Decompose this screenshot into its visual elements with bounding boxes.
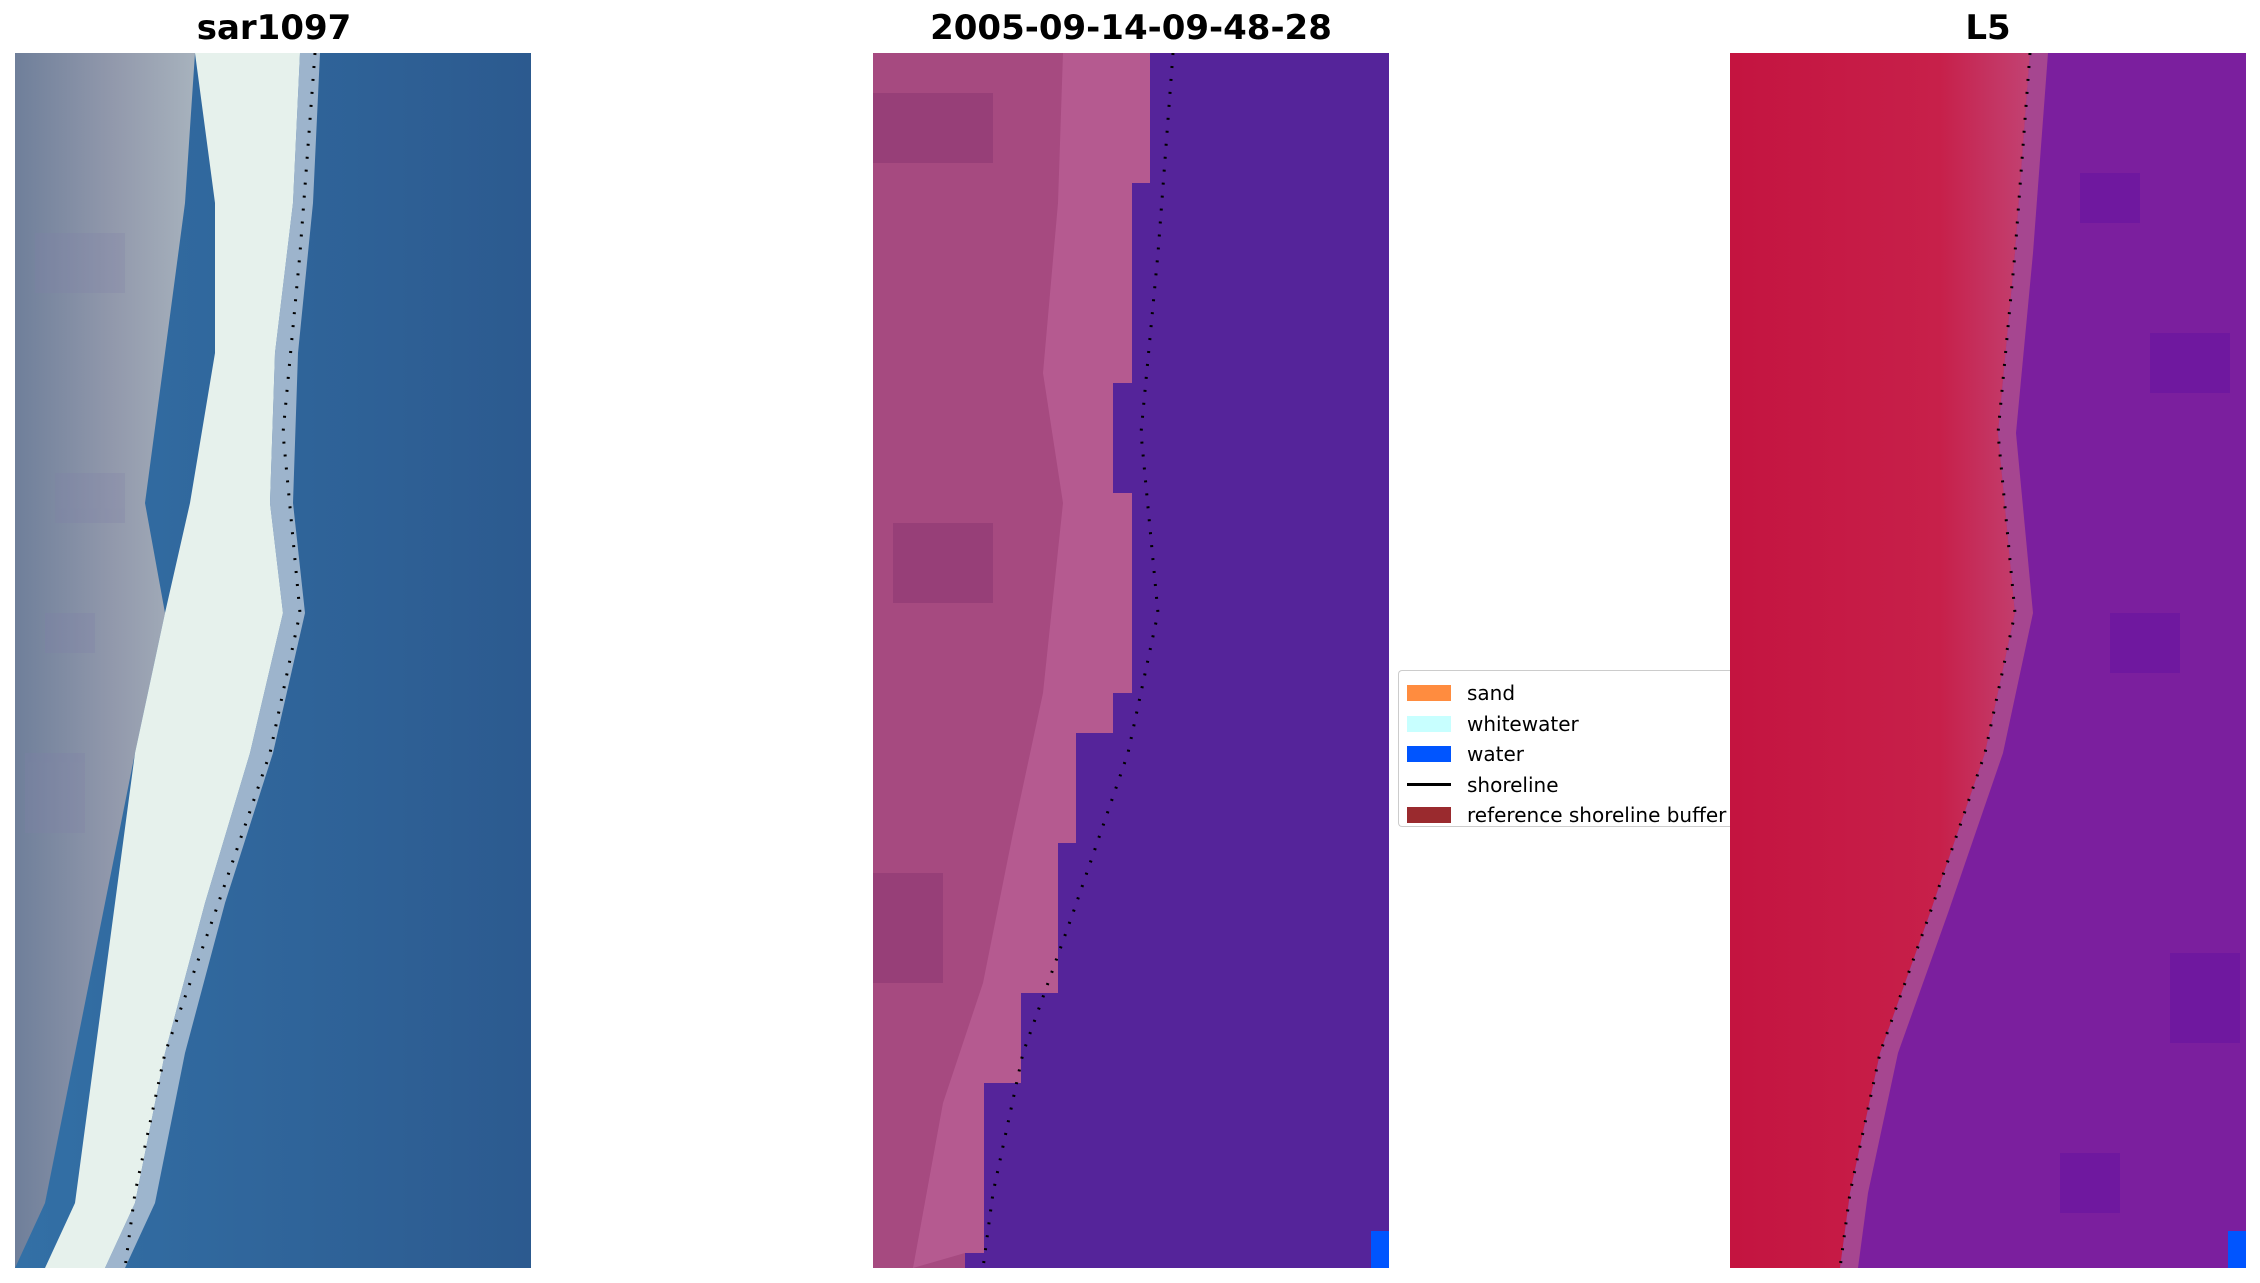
legend-label-water: water [1467,742,1524,767]
water-pixel-mndwi [2228,1231,2246,1268]
legend-label-sand: sand [1467,681,1516,706]
classification-image [873,53,1389,1268]
mndwi-panel [1730,53,2246,1268]
legend-item-shoreline: shoreline [1407,770,1730,801]
water-swatch [1407,746,1451,763]
reference-buffer-swatch [1407,807,1451,824]
rgb-image-panel [15,53,531,1268]
shoreline-class [981,53,1175,1268]
legend-item-sand: sand [1407,678,1730,709]
whitewater-swatch [1407,715,1451,732]
legend-item-reference-buffer: reference shoreline buffer [1407,800,1730,827]
legend-label-shoreline: shoreline [1467,772,1559,797]
mndwi-image [1730,53,2246,1268]
water-pixel-class [1371,1231,1389,1268]
legend-label-reference-buffer: reference shoreline buffer [1467,803,1727,827]
panel-title-classification: 2005-09-14-09-48-28 [930,8,1332,48]
sand-swatch [1407,685,1451,702]
shoreline-mndwi [1838,53,2032,1268]
shoreline-line-swatch [1407,783,1451,787]
classification-panel [873,53,1389,1268]
legend-item-whitewater: whitewater [1407,709,1730,740]
panel-title-rgb: sar1097 [196,8,352,48]
panel-title-mndwi: L5 [1965,8,2011,48]
legend: sand whitewater water shoreline referenc… [1398,670,1730,827]
shoreline-rgb [123,53,317,1268]
legend-item-water: water [1407,739,1730,770]
legend-label-whitewater: whitewater [1467,711,1579,736]
rgb-image [15,53,531,1268]
